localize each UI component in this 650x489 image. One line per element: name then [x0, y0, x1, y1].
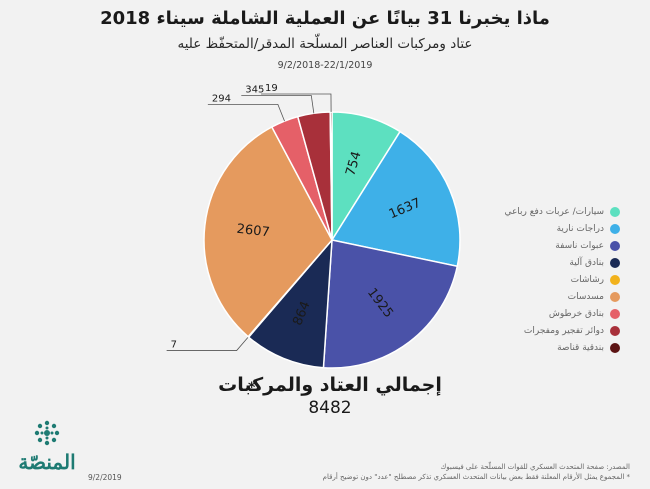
- legend-label: سيارات/ عربات دفع رباعي: [504, 206, 604, 217]
- legend-label: رشاشات: [570, 274, 604, 285]
- legend-swatch: [610, 342, 620, 353]
- legend-label: بندقية قناصة: [557, 342, 604, 353]
- leader-line-6: [207, 104, 285, 122]
- pie-slice-2: [322, 239, 459, 369]
- legend-item: بنادق خرطوش: [470, 305, 620, 322]
- total-footnote-marker: *: [248, 380, 256, 396]
- legend-item: عبوات ناسفة: [470, 237, 620, 254]
- legend-swatch: [610, 206, 620, 217]
- legend-swatch: [610, 274, 620, 285]
- pie-slice-1: [330, 130, 461, 268]
- total-label: إجمالي العتاد والمركبات: [218, 374, 442, 396]
- leader-line-8: [260, 93, 332, 113]
- slice-value-label-4: 7: [171, 340, 177, 351]
- flower-logo-icon: [34, 420, 60, 446]
- legend-label: عبوات ناسفة: [555, 240, 604, 251]
- slice-value-label-8: 19: [265, 83, 278, 94]
- slice-value-label-7: 345: [245, 84, 264, 95]
- legend-item: دوائر تفجير ومفجرات: [470, 322, 620, 339]
- pie-slice-8: [329, 111, 333, 241]
- legend-label: بنادق خرطوش: [548, 308, 604, 319]
- footer-date: 9/2/2019: [88, 473, 122, 482]
- legend-item: رشاشات: [470, 271, 620, 288]
- legend-swatch: [610, 291, 620, 302]
- legend-swatch: [610, 325, 620, 336]
- legend-label: بنادق آلية: [569, 257, 604, 268]
- source-line-2: * المجموع يمثل الأرقام المعلنة فقط بعض ب…: [322, 473, 630, 481]
- leader-line-7: [241, 95, 315, 114]
- slice-value-label-6: 294: [212, 93, 231, 104]
- legend-label: دوائر تفجير ومفجرات: [523, 325, 604, 336]
- legend-label: دراجات نارية: [556, 223, 604, 234]
- legend-swatch: [610, 223, 620, 234]
- legend-item: بندقية قناصة: [470, 339, 620, 356]
- total-block: إجمالي العتاد والمركبات 8482: [200, 374, 460, 418]
- legend-item: بنادق آلية: [470, 254, 620, 271]
- chart-legend: سيارات/ عربات دفع رباعي دراجات نارية عبوات…: [470, 203, 620, 356]
- slice-value-label-0: 754: [343, 150, 364, 178]
- legend-label: مسدسات: [567, 291, 604, 302]
- date-range: 9/2/2018-22/1/2019: [277, 60, 373, 71]
- chart-subtitle: عتاد ومركبات العناصر المسلّحة المدقر/الم…: [177, 36, 473, 52]
- leader-line-4: [166, 336, 249, 351]
- slice-value-label-5: 2607: [236, 222, 271, 241]
- source-line-1: المصدر: صفحة المتحدث العسكري للقوات المس…: [440, 463, 631, 471]
- pie-slice-3: [247, 237, 333, 369]
- logo-text: المنصّة: [18, 450, 76, 474]
- legend-swatch: [610, 308, 620, 319]
- chart-title: ماذا يخبرنا 31 بيانًا عن العملية الشاملة…: [100, 8, 550, 29]
- legend-item: دراجات نارية: [470, 220, 620, 237]
- legend-swatch: [610, 240, 620, 251]
- legend-swatch: [610, 257, 620, 268]
- total-value: 8482: [308, 398, 352, 418]
- logo: المنصّة: [12, 418, 82, 474]
- legend-item: سيارات/ عربات دفع رباعي: [470, 203, 620, 220]
- footer-source: المصدر: صفحة المتحدث العسكري للقوات المس…: [310, 462, 630, 482]
- pie-slice-5: [203, 125, 333, 338]
- legend-item: مسدسات: [470, 288, 620, 305]
